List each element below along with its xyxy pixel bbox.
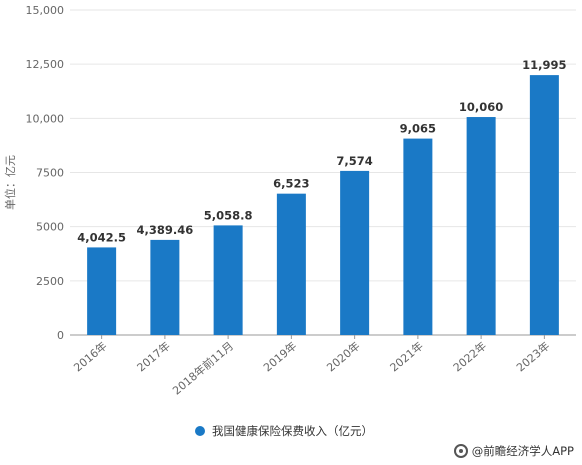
x-tick-label: 2016年 xyxy=(71,339,110,375)
x-tick-label: 2019年 xyxy=(260,339,299,375)
data-label: 10,060 xyxy=(459,100,503,114)
x-tick-label: 2018年前11月 xyxy=(170,339,236,398)
data-label: 4,042.5 xyxy=(77,230,126,244)
data-label: 5,058.8 xyxy=(204,208,253,222)
x-tick-label: 2022年 xyxy=(450,339,489,375)
y-tick-label: 10,000 xyxy=(26,112,65,125)
bar xyxy=(276,193,306,335)
data-label: 11,995 xyxy=(522,58,566,72)
bar xyxy=(340,170,370,335)
y-tick-label: 2500 xyxy=(36,275,64,288)
x-tick-label: 2021年 xyxy=(387,339,426,375)
x-tick-label: 2020年 xyxy=(324,339,363,375)
x-tick-label: 2023年 xyxy=(513,339,552,375)
data-label: 6,523 xyxy=(273,177,309,191)
bar xyxy=(213,225,243,335)
y-tick-label: 12,500 xyxy=(26,58,65,71)
data-label: 9,065 xyxy=(400,122,436,136)
y-tick-label: 7500 xyxy=(36,167,64,180)
data-label: 4,389.46 xyxy=(137,223,194,237)
x-tick-label: 2017年 xyxy=(134,339,173,375)
wechat-eye-icon xyxy=(453,444,468,458)
y-tick-label: 5000 xyxy=(36,221,64,234)
bar xyxy=(403,138,433,335)
source-label: @前瞻经济学人APP xyxy=(471,444,574,458)
legend-marker-icon xyxy=(195,426,205,436)
y-tick-label: 15,000 xyxy=(26,4,65,17)
bar xyxy=(466,117,496,336)
y-tick-label: 0 xyxy=(57,329,64,342)
bar xyxy=(529,75,559,335)
data-label: 7,574 xyxy=(336,154,372,168)
bar xyxy=(87,247,117,335)
source-footer: @前瞻经济学人APP xyxy=(453,443,574,459)
y-axis-title: 单位：亿元 xyxy=(3,155,17,210)
legend-label: 我国健康保险保费收入（亿元） xyxy=(212,424,373,438)
bar xyxy=(150,239,180,335)
legend[interactable]: 我国健康保险保费收入（亿元） xyxy=(195,423,373,439)
